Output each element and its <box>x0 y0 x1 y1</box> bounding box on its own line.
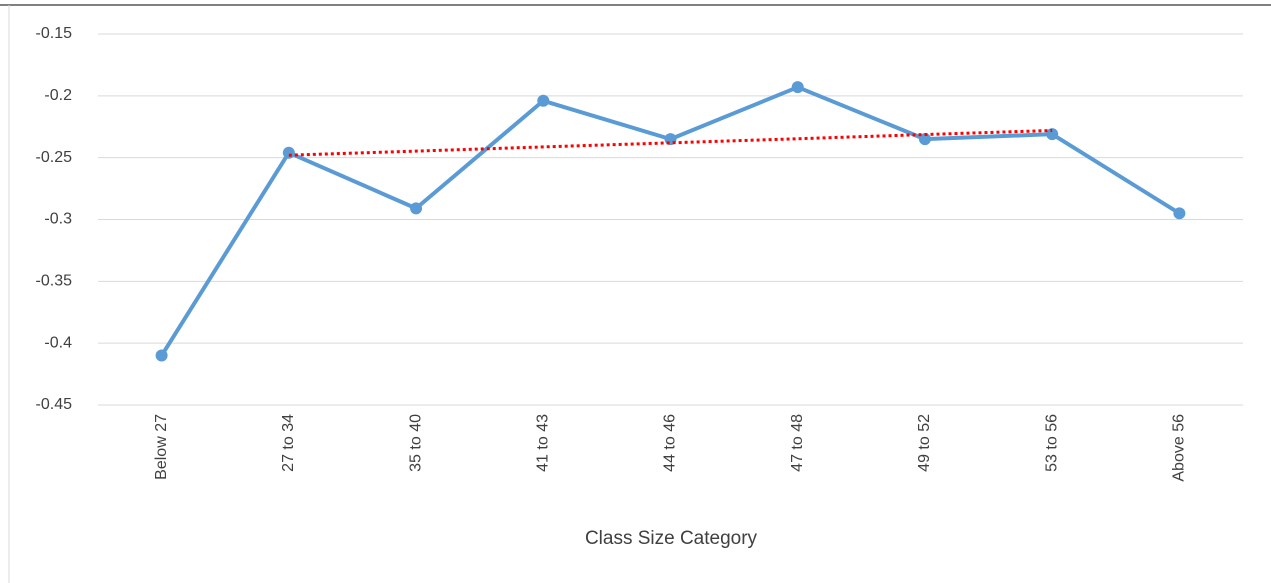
y-tick-label: -0.4 <box>44 334 72 351</box>
y-tick-label: -0.45 <box>36 396 73 413</box>
point <box>791 81 804 94</box>
x-tick-label: 47 to 48 <box>789 414 806 472</box>
x-tick-label: 35 to 40 <box>407 414 424 472</box>
x-tick-label: 49 to 52 <box>916 414 933 472</box>
x-tick-label: 53 to 56 <box>1043 414 1060 472</box>
y-tick-label: -0.25 <box>36 149 73 166</box>
trendline <box>288 128 1053 157</box>
point <box>918 133 931 146</box>
point <box>537 94 550 107</box>
x-tick-label: Below 27 <box>153 414 170 480</box>
x-tick-label: 41 to 43 <box>534 414 551 472</box>
point <box>282 146 295 159</box>
y-tick-label: -0.2 <box>44 87 72 104</box>
x-tick-label: 27 to 34 <box>280 414 297 472</box>
x-tick-label: Above 56 <box>1171 414 1188 482</box>
series-line <box>159 85 1181 357</box>
point <box>1046 128 1059 141</box>
y-tick-label: -0.35 <box>36 273 73 290</box>
point <box>1173 207 1186 220</box>
point <box>155 349 168 362</box>
y-tick-label: -0.3 <box>44 211 72 228</box>
point <box>410 202 423 215</box>
x-tick-label: 44 to 46 <box>662 414 679 472</box>
x-axis-title: Class Size Category <box>585 528 758 549</box>
y-tick-label: -0.15 <box>36 25 73 42</box>
